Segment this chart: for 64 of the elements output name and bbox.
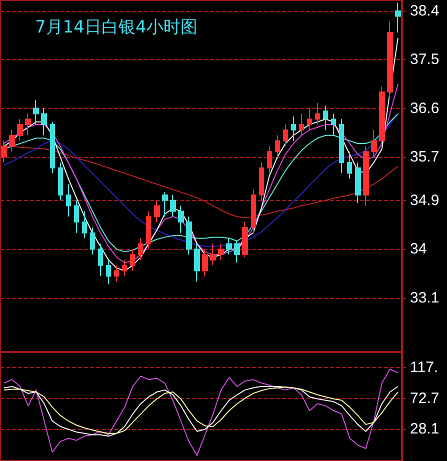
- candlestick: [114, 264, 119, 282]
- candlestick: [178, 205, 184, 234]
- candlestick: [347, 151, 352, 180]
- candlestick: [162, 192, 168, 218]
- candlestick: [226, 238, 232, 256]
- candlestick: [371, 129, 377, 158]
- y-tick-label: 36.6: [410, 100, 440, 117]
- candlestick: [66, 184, 71, 218]
- candlestick: [218, 243, 224, 260]
- line-series: [4, 37, 398, 272]
- candlestick: [33, 100, 39, 126]
- candlestick: [379, 86, 385, 147]
- candlestick: [98, 243, 103, 277]
- y-tick-label: 37.5: [410, 51, 440, 68]
- candlestick: [74, 200, 79, 234]
- candlestick: [41, 108, 47, 136]
- candlestick: [122, 259, 127, 277]
- candlestick: [307, 108, 312, 130]
- candlestick: [130, 248, 135, 272]
- candlestick: [299, 113, 304, 136]
- candlestick: [315, 102, 320, 126]
- candlestick: [186, 216, 192, 256]
- candlestick: [82, 210, 87, 239]
- candlestick: [283, 124, 288, 147]
- candlestick: [58, 162, 63, 201]
- candlestick: [259, 162, 264, 201]
- text: 7月14日白银4小时图: [35, 18, 198, 38]
- candlestick: [1, 140, 7, 163]
- candlestick: [355, 162, 361, 204]
- y-tick-label: 38.4: [410, 2, 440, 20]
- line-series: [4, 83, 398, 264]
- y-tick-label: 34: [410, 240, 427, 258]
- y-tick-label: 117.: [410, 359, 438, 376]
- candlestick: [291, 116, 296, 142]
- candlestick: [154, 200, 160, 223]
- candlestick: [395, 2, 401, 33]
- y-tick-label: 33.1: [410, 289, 440, 306]
- candlestick: [267, 146, 272, 174]
- candlestick: [146, 210, 151, 250]
- candlestick: [170, 194, 176, 218]
- candlestick: [242, 222, 248, 258]
- candlestick: [106, 259, 111, 285]
- candlestick: [50, 121, 55, 174]
- candlestick: [9, 129, 15, 152]
- y-tick-label: 35.7: [410, 148, 440, 166]
- candlestick: [331, 113, 336, 136]
- candlestick: [275, 134, 280, 158]
- candlestick: [339, 118, 344, 174]
- y-tick-label: 34.9: [410, 192, 440, 209]
- candlestick: [251, 189, 256, 234]
- candlestick: [138, 238, 143, 260]
- candlestick: [17, 118, 23, 142]
- y-tick-label: 72.7: [410, 390, 440, 407]
- y-tick-label: 28.1: [410, 420, 440, 438]
- candlestick: [90, 226, 95, 256]
- candlestick: [202, 248, 208, 277]
- candlestick: [323, 105, 328, 130]
- candlestick: [194, 243, 200, 282]
- candlestick: [234, 240, 240, 264]
- candlestick: [387, 21, 393, 98]
- line-series: [4, 368, 398, 456]
- candlestick: [25, 113, 31, 136]
- candlestick: [363, 146, 369, 206]
- candlestick: [210, 243, 216, 266]
